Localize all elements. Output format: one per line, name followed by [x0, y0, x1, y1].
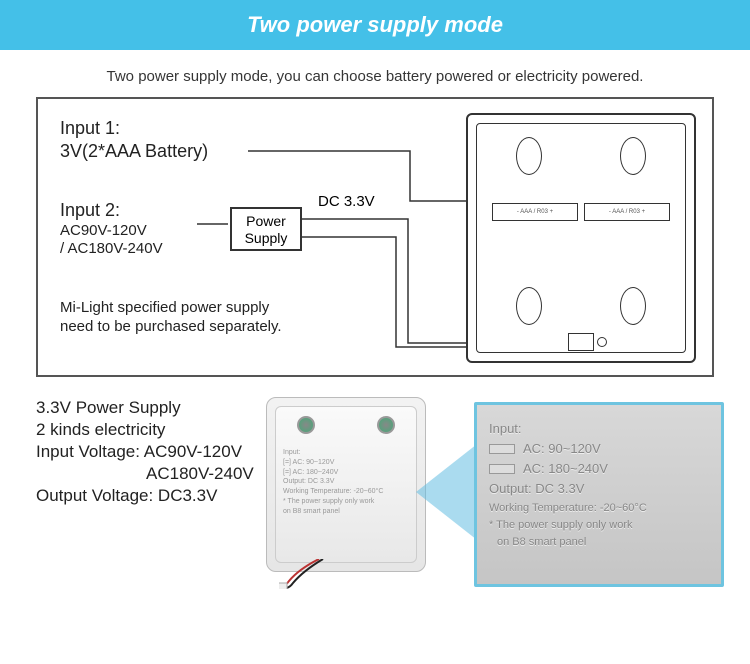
psu-label-line: Input:	[283, 448, 409, 458]
device-back-panel: - AAA / R03 + - AAA / R03 +	[466, 113, 696, 363]
switch-icon	[489, 464, 515, 474]
input2-desc1: AC90V-120V	[60, 222, 163, 241]
input1-block: Input 1: 3V(2*AAA Battery)	[60, 117, 208, 162]
zoom-row-text: AC: 90~120V	[523, 439, 601, 459]
battery-slot: - AAA / R03 +	[492, 203, 578, 221]
note-line2: need to be purchased separately.	[60, 318, 282, 337]
input2-block: Input 2: AC90V-120V / AC180V-240V	[60, 199, 163, 259]
specs-block: 3.3V Power Supply 2 kinds electricity In…	[36, 397, 254, 507]
screw-icon	[297, 416, 315, 434]
wire-out-icon	[279, 559, 349, 589]
battery-slot: - AAA / R03 +	[584, 203, 670, 221]
zoom-note: * The power supply only work	[489, 517, 709, 534]
input1-title: Input 1:	[60, 117, 208, 140]
psu-label-line: Output: DC 3.3V	[283, 477, 409, 487]
zoom-output: Output: DC 3.3V	[489, 479, 709, 499]
psu-label-text: Input: [=] AC: 90~120V [=] AC: 180~240V …	[283, 448, 409, 517]
mount-hole	[620, 137, 646, 175]
zoom-temp: Working Temperature: -20~60°C	[489, 500, 709, 517]
wiring-diagram: Input 1: 3V(2*AAA Battery) Input 2: AC90…	[36, 97, 714, 377]
power-supply-box: Power Supply	[230, 207, 302, 251]
input2-desc2: / AC180V-240V	[60, 240, 163, 259]
device-inner-frame	[476, 123, 686, 353]
header-band: Two power supply mode	[0, 0, 750, 50]
spec-line: AC180V-240V	[36, 463, 254, 485]
subtitle: Two power supply mode, you can choose ba…	[0, 50, 750, 97]
screw-icon	[377, 416, 395, 434]
input1-desc: 3V(2*AAA Battery)	[60, 140, 208, 163]
mount-hole	[620, 287, 646, 325]
zoom-note: on B8 smart panel	[489, 534, 709, 551]
mount-hole	[516, 137, 542, 175]
psu-label-line: [=] AC: 180~240V	[283, 468, 409, 478]
psu-label-line: [=] AC: 90~120V	[283, 458, 409, 468]
psu-label-line: Working Temperature: -20~60°C	[283, 487, 409, 497]
dc-label: DC 3.3V	[318, 193, 375, 210]
spec-line: Input Voltage: AC90V-120V	[36, 441, 254, 463]
power-supply-label: Power Supply	[245, 213, 288, 246]
switch-icon	[489, 444, 515, 454]
zoom-panel: Input: AC: 90~120V AC: 180~240V Output: …	[474, 402, 724, 587]
spec-line: 3.3V Power Supply	[36, 397, 254, 419]
input2-title: Input 2:	[60, 199, 163, 222]
zoom-heading: Input:	[489, 419, 709, 439]
spec-line: 2 kinds electricity	[36, 419, 254, 441]
header-title: Two power supply mode	[247, 12, 503, 37]
dc-port	[568, 333, 594, 351]
psu-label-line: * The power supply only work	[283, 497, 409, 507]
diagram-note: Mi-Light specified power supply need to …	[60, 299, 282, 337]
spec-line: Output Voltage: DC3.3V	[36, 485, 254, 507]
note-line1: Mi-Light specified power supply	[60, 299, 282, 318]
psu-photo: Input: [=] AC: 90~120V [=] AC: 180~240V …	[266, 397, 426, 572]
zoom-row-text: AC: 180~240V	[523, 459, 608, 479]
psu-label-line: on B8 smart panel	[283, 507, 409, 517]
mount-hole	[516, 287, 542, 325]
zoom-row: AC: 180~240V	[489, 459, 709, 479]
zoom-row: AC: 90~120V	[489, 439, 709, 459]
lower-section: 3.3V Power Supply 2 kinds electricity In…	[36, 397, 714, 617]
